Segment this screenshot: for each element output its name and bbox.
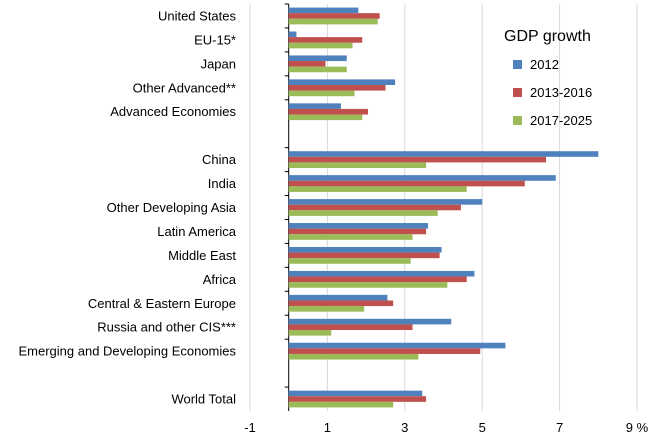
x-tick-label: 1 [324, 420, 331, 435]
x-tick-label: 7 [556, 420, 563, 435]
bar-2 [288, 186, 467, 192]
bar-2 [288, 114, 363, 121]
bar-1 [288, 252, 440, 259]
bar-1 [288, 13, 380, 19]
bar-2 [288, 401, 394, 408]
bars [288, 7, 599, 408]
x-tick-label: -1 [244, 420, 256, 435]
x-tick-label: 3 [401, 420, 408, 435]
bar-2 [288, 90, 355, 97]
bar-1 [288, 396, 427, 402]
bar-0 [288, 199, 483, 205]
bar-1 [288, 180, 525, 187]
bar-1 [288, 228, 427, 235]
bar-1 [288, 61, 326, 67]
category-label: Other Advanced** [133, 80, 236, 95]
category-label: Emerging and Developing Economies [18, 344, 236, 359]
category-label: Latin America [157, 224, 237, 239]
bar-1 [288, 276, 467, 283]
category-label: Japan [201, 56, 236, 71]
bar-1 [288, 324, 413, 331]
bar-1 [288, 156, 547, 163]
bar-2 [288, 42, 353, 49]
bar-2 [288, 258, 411, 264]
x-tick-labels: -1 1 3 5 7 9 % [244, 420, 648, 435]
bar-0 [288, 246, 442, 253]
category-label: India [208, 176, 237, 191]
category-label: China [202, 152, 237, 167]
bar-0 [288, 342, 506, 349]
bar-0 [288, 223, 429, 229]
bar-2 [288, 282, 448, 288]
bar-0 [288, 175, 556, 181]
bar-1 [288, 108, 369, 115]
category-label: Russia and other CIS*** [97, 320, 236, 335]
category-label: United States [158, 8, 237, 23]
legend-swatch [513, 60, 522, 69]
bar-1 [288, 37, 363, 43]
bar-0 [288, 390, 423, 397]
bar-0 [288, 103, 341, 109]
bar-1 [288, 84, 386, 91]
bar-2 [288, 18, 378, 25]
legend-swatch [513, 116, 522, 125]
category-label: Middle East [168, 248, 236, 263]
bar-0 [288, 151, 599, 157]
bar-1 [288, 348, 481, 354]
bar-2 [288, 306, 365, 312]
category-label: Advanced Economies [110, 104, 236, 119]
bar-0 [288, 318, 452, 325]
x-tick-label: 5 [479, 420, 486, 435]
bar-2 [288, 210, 438, 216]
bar-2 [288, 162, 427, 169]
legend-swatch [513, 88, 522, 97]
x-tick-label: 9 % [626, 420, 649, 435]
bar-2 [288, 353, 419, 360]
category-label: Africa [203, 272, 237, 287]
bar-0 [288, 7, 359, 14]
category-label: Other Developing Asia [107, 200, 237, 215]
category-label: Central & Eastern Europe [88, 296, 236, 311]
bar-1 [288, 300, 394, 307]
bar-2 [288, 330, 332, 336]
category-labels: United States EU-15* Japan Other Advanced**… [18, 8, 236, 406]
bar-0 [288, 294, 388, 301]
legend: GDP growth 2012 2013-2016 2017-2025 [504, 28, 592, 128]
bar-2 [288, 66, 347, 73]
legend-label: 2017-2025 [530, 113, 592, 128]
bar-2 [288, 234, 413, 240]
bar-0 [288, 31, 297, 38]
category-label: World Total [171, 392, 236, 407]
legend-title: GDP growth [504, 28, 591, 45]
legend-label: 2012 [530, 57, 559, 72]
bar-0 [288, 55, 347, 62]
bar-1 [288, 204, 461, 211]
category-label: EU-15* [194, 32, 236, 47]
bar-0 [288, 270, 475, 277]
legend-label: 2013-2016 [530, 85, 592, 100]
bar-0 [288, 79, 396, 85]
